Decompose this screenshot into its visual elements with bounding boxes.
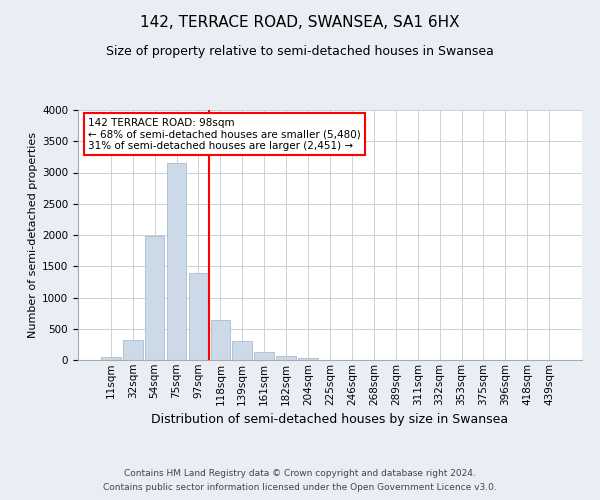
Text: Contains public sector information licensed under the Open Government Licence v3: Contains public sector information licen… bbox=[103, 484, 497, 492]
Bar bbox=[145, 236, 164, 360]
Bar bbox=[254, 352, 274, 360]
X-axis label: Distribution of semi-detached houses by size in Swansea: Distribution of semi-detached houses by … bbox=[151, 413, 509, 426]
Text: 142 TERRACE ROAD: 98sqm
← 68% of semi-detached houses are smaller (5,480)
31% of: 142 TERRACE ROAD: 98sqm ← 68% of semi-de… bbox=[88, 118, 361, 150]
Text: Size of property relative to semi-detached houses in Swansea: Size of property relative to semi-detach… bbox=[106, 45, 494, 58]
Y-axis label: Number of semi-detached properties: Number of semi-detached properties bbox=[28, 132, 38, 338]
Bar bbox=[298, 358, 318, 360]
Text: Contains HM Land Registry data © Crown copyright and database right 2024.: Contains HM Land Registry data © Crown c… bbox=[124, 468, 476, 477]
Bar bbox=[276, 356, 296, 360]
Bar bbox=[123, 340, 143, 360]
Bar bbox=[167, 162, 187, 360]
Bar bbox=[188, 273, 208, 360]
Text: 142, TERRACE ROAD, SWANSEA, SA1 6HX: 142, TERRACE ROAD, SWANSEA, SA1 6HX bbox=[140, 15, 460, 30]
Bar bbox=[211, 320, 230, 360]
Bar bbox=[101, 357, 121, 360]
Bar bbox=[232, 340, 252, 360]
